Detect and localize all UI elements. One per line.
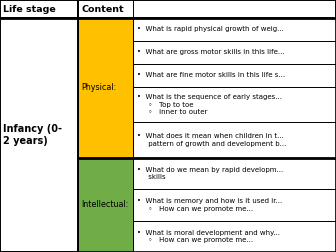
Text: Life stage: Life stage <box>3 5 56 14</box>
Bar <box>78 18 133 158</box>
Bar <box>78 0 336 18</box>
Bar <box>78 158 133 252</box>
Text: •  What do we mean by rapid developm...
     skills: • What do we mean by rapid developm... s… <box>137 167 283 180</box>
Bar <box>133 64 336 87</box>
Bar <box>0 0 78 18</box>
Bar <box>133 18 336 41</box>
Bar <box>133 158 336 189</box>
Text: •  What is moral development and why...
     ◦   How can we promote me...: • What is moral development and why... ◦… <box>137 230 280 243</box>
Text: •  What is the sequence of early stages...
     ◦   Top to toe
     ◦   inner to: • What is the sequence of early stages..… <box>137 94 282 115</box>
Text: Intellectual:: Intellectual: <box>81 201 128 209</box>
Bar <box>133 87 336 122</box>
Bar <box>133 122 336 158</box>
Text: Physical:: Physical: <box>81 83 116 92</box>
Bar <box>133 189 336 221</box>
Text: •  What is rapid physical growth of weig...: • What is rapid physical growth of weig.… <box>137 26 284 33</box>
Bar <box>133 221 336 252</box>
Bar <box>133 41 336 64</box>
Text: Infancy (0-
2 years): Infancy (0- 2 years) <box>3 124 62 146</box>
Text: •  What does it mean when children in t...
     pattern of growth and developmen: • What does it mean when children in t..… <box>137 134 286 147</box>
Text: •  What are fine motor skills in this life s...: • What are fine motor skills in this lif… <box>137 73 285 78</box>
Text: •  What is memory and how is it used ir...
     ◦   How can we promote me...: • What is memory and how is it used ir..… <box>137 198 282 212</box>
Text: •  What are gross motor skills in this life...: • What are gross motor skills in this li… <box>137 49 285 55</box>
Bar <box>0 18 78 252</box>
Text: Content: Content <box>82 5 125 14</box>
